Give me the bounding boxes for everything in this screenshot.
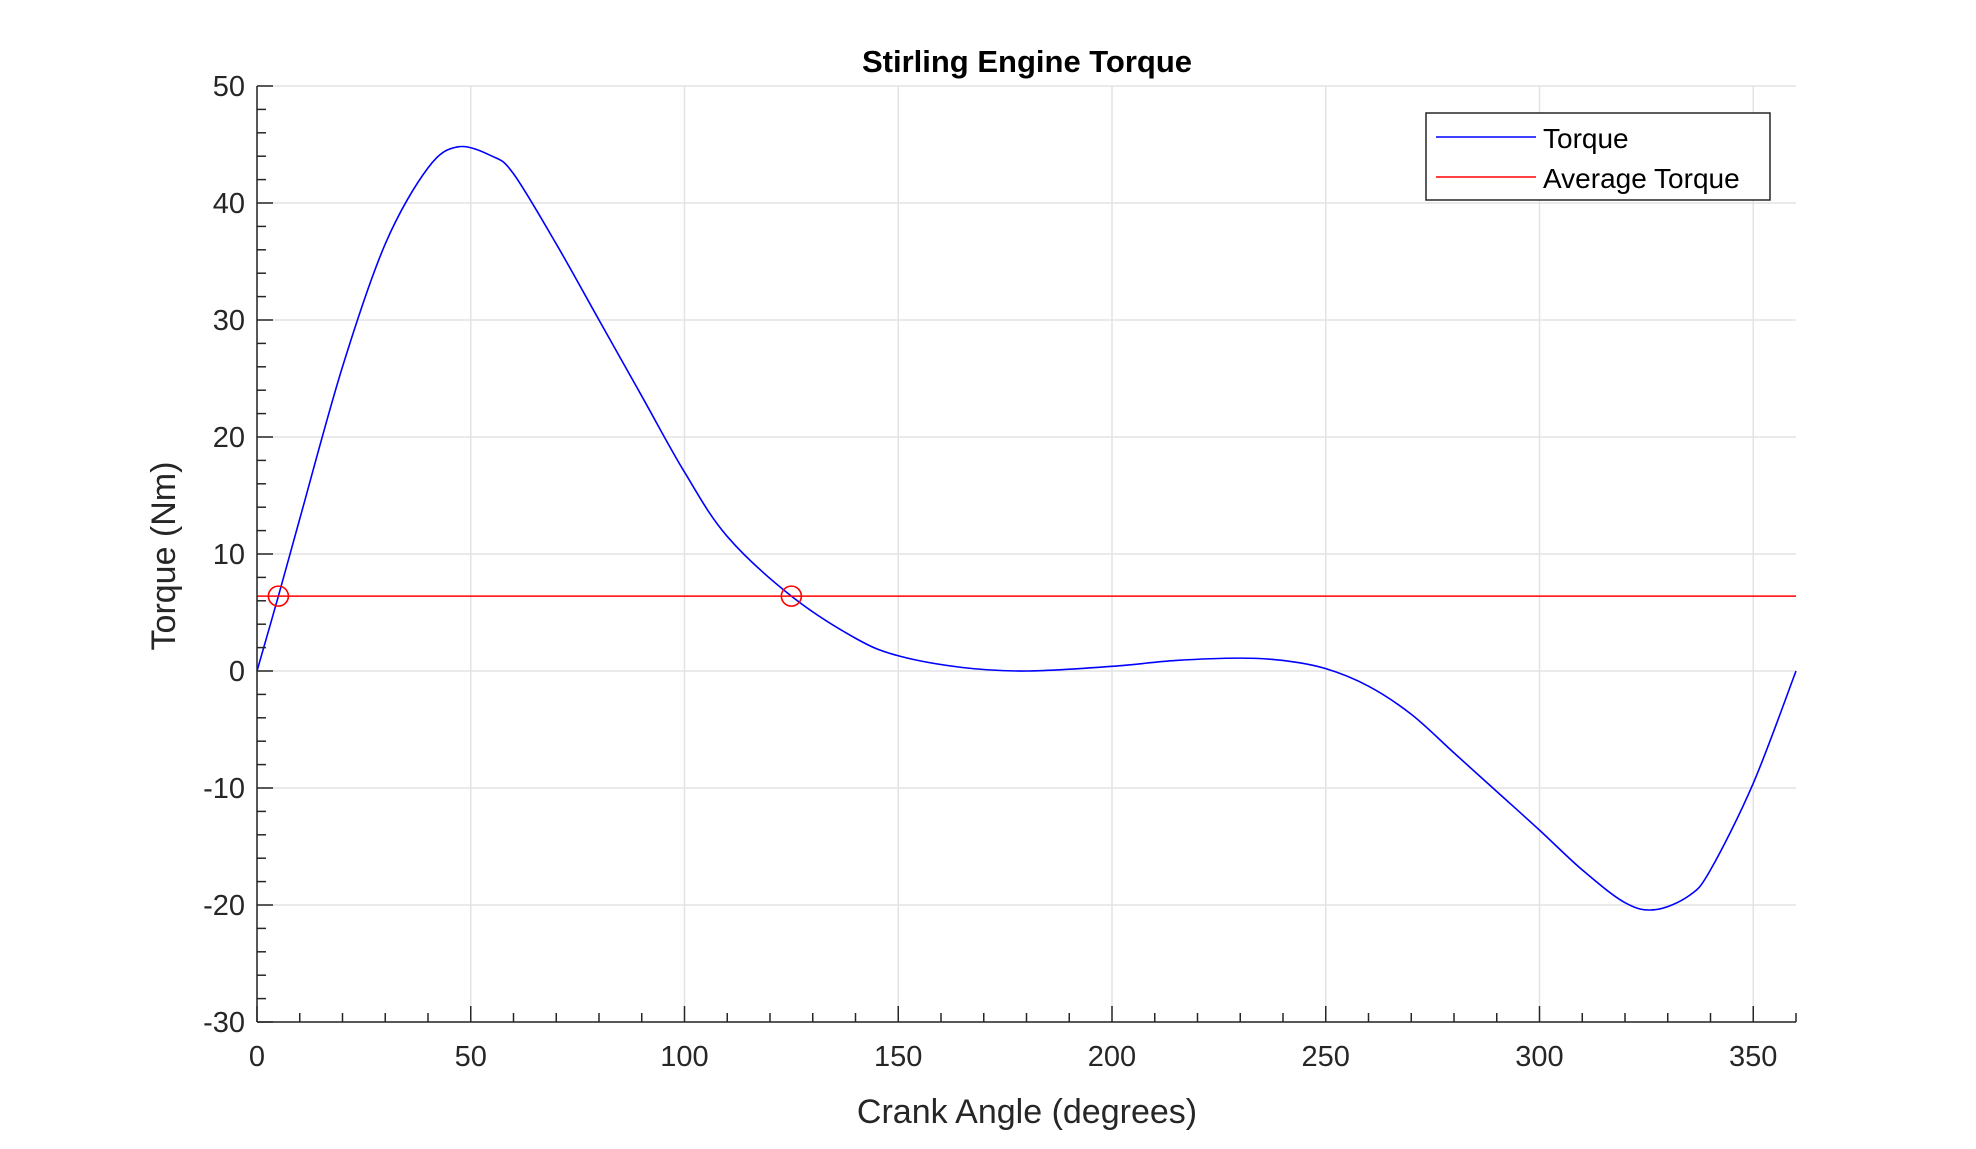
legend: Torque Average Torque <box>1425 112 1771 201</box>
legend-label-average: Average Torque <box>1543 163 1740 194</box>
x-tick-label: 150 <box>874 1041 922 1073</box>
y-tick-label: 10 <box>213 539 245 571</box>
intersection-marker <box>267 585 290 607</box>
y-tick-label: 50 <box>213 71 245 103</box>
x-tick-label: 350 <box>1729 1041 1777 1073</box>
y-tick-label: -10 <box>203 773 245 805</box>
legend-box <box>1425 112 1771 201</box>
x-tick-label: 200 <box>1088 1041 1136 1073</box>
chart-title: Stirling Engine Torque <box>862 44 1192 79</box>
y-tick-label: 0 <box>229 656 245 688</box>
y-tick-label: 30 <box>213 305 245 337</box>
y-tick-label: -30 <box>203 1007 245 1039</box>
x-tick-label: 300 <box>1515 1041 1563 1073</box>
x-tick-label: 100 <box>660 1041 708 1073</box>
x-tick-label: 0 <box>249 1041 265 1073</box>
torque-line <box>256 145 1797 911</box>
y-tick-label: 20 <box>213 422 245 454</box>
x-tick-label: 250 <box>1302 1041 1350 1073</box>
axes: 0 50 100 150 200 250 300 350 -30 -20 -10 0 10 20 30 40 5… <box>203 71 1797 1073</box>
y-tick-label: -20 <box>203 890 245 922</box>
y-axis-label: Torque (Nm) <box>145 462 183 651</box>
y-tick-label: 40 <box>213 188 245 220</box>
series-layer <box>256 145 1797 911</box>
x-tick-label: 50 <box>455 1041 487 1073</box>
intersection-marker <box>780 585 803 607</box>
grid-lines <box>256 85 1796 1023</box>
x-axis-label: Crank Angle (degrees) <box>857 1093 1197 1131</box>
legend-label-torque: Torque <box>1543 123 1629 154</box>
